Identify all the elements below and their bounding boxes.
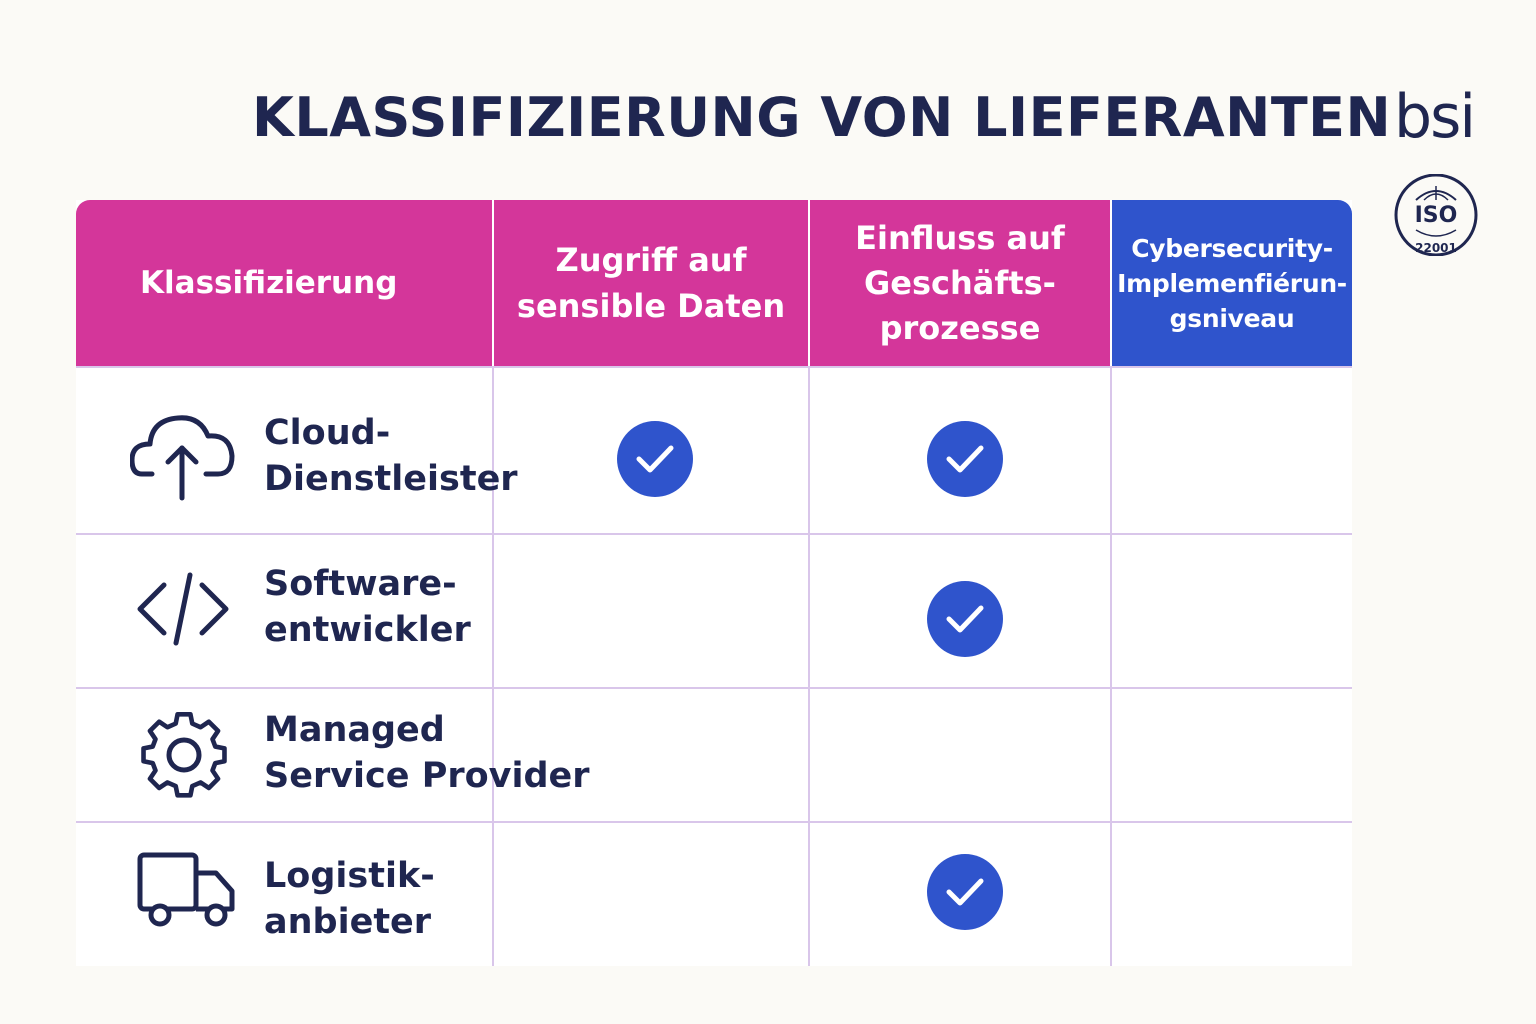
column-divider xyxy=(808,366,810,966)
bsi-logo: bsi xyxy=(1394,82,1476,152)
header-classification: Klassifizierung xyxy=(76,200,492,366)
header-business-process-impact: Einfluss auf Geschäfts- prozesse xyxy=(810,200,1110,366)
row-divider xyxy=(76,687,1352,689)
table-row: Cloud- Dienstleister xyxy=(76,368,1352,533)
row-divider xyxy=(76,533,1352,535)
header-sensitive-data-access: Zugriff auf sensible Daten xyxy=(494,200,808,366)
column-divider xyxy=(492,366,494,966)
row-divider xyxy=(76,821,1352,823)
table-row: Logistik- anbieter xyxy=(76,823,1352,966)
cloud-upload-icon xyxy=(130,415,235,501)
code-icon xyxy=(137,572,229,646)
gear-icon xyxy=(141,712,227,798)
row-label: Software- entwickler xyxy=(264,564,471,650)
header-cybersecurity-level: Cybersecurity- Implemenfiérun- gsniveau xyxy=(1112,200,1352,366)
check-icon xyxy=(927,421,1003,497)
classification-table: Klassifizierung Zugriff auf sensible Dat… xyxy=(76,200,1352,966)
column-divider xyxy=(1110,366,1112,966)
check-icon xyxy=(927,854,1003,930)
page-title: KLASSIFIZIERUNG VON LIEFERANTEN xyxy=(252,86,1392,149)
check-icon xyxy=(617,421,693,497)
truck-icon xyxy=(137,852,235,927)
row-divider xyxy=(76,366,1352,368)
iso-badge-label: ISO xyxy=(1415,203,1458,228)
iso-badge-icon: ISO 22001 xyxy=(1394,174,1478,256)
table-row: Managed Service Provider xyxy=(76,689,1352,821)
iso-badge-number: 22001 xyxy=(1415,241,1457,255)
row-label: Logistik- anbieter xyxy=(264,856,435,942)
table-row: Software- entwickler xyxy=(76,535,1352,687)
check-icon xyxy=(927,581,1003,657)
row-label: Cloud- Dienstleister xyxy=(264,413,518,499)
row-label: Managed Service Provider xyxy=(264,710,590,796)
